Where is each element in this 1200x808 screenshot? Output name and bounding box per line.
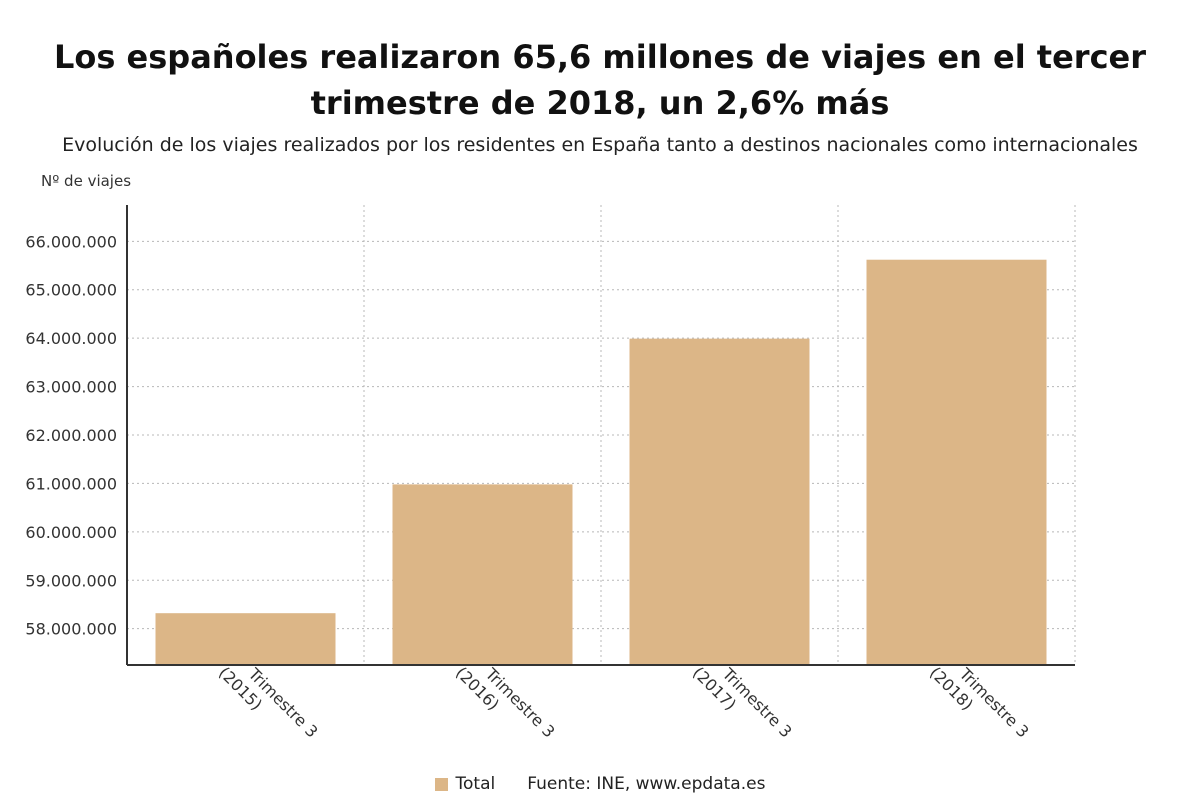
y-axis-label: Nº de viajes [41, 172, 132, 190]
chart-title: Los españoles realizaron 65,6 millones d… [53, 38, 1147, 122]
legend-label-total: Total [455, 774, 496, 794]
y-tick-label: 66.000.000 [25, 232, 117, 251]
legend: Total Fuente: INE, www.epdata.es [0, 774, 1200, 794]
y-tick-label: 62.000.000 [25, 426, 117, 445]
y-tick-label: 60.000.000 [25, 523, 117, 542]
source-note: Fuente: INE, www.epdata.es [527, 774, 766, 794]
y-tick-label: 58.000.000 [25, 620, 117, 639]
bar [155, 613, 336, 665]
y-tick-label: 63.000.000 [25, 378, 117, 397]
y-tick-label: 59.000.000 [25, 571, 117, 590]
legend-swatch [434, 777, 448, 791]
bar [866, 259, 1047, 665]
y-tick-label: 61.000.000 [25, 474, 117, 493]
bar [629, 338, 810, 665]
bar [392, 484, 573, 665]
y-tick-label: 65.000.000 [25, 281, 117, 300]
y-tick-label: 64.000.000 [25, 329, 117, 348]
chart-subtitle: Evolución de los viajes realizados por l… [62, 134, 1138, 156]
bar-chart: 58.000.000 59.000.000 60.000.000 61.000.000… [25, 205, 1076, 741]
